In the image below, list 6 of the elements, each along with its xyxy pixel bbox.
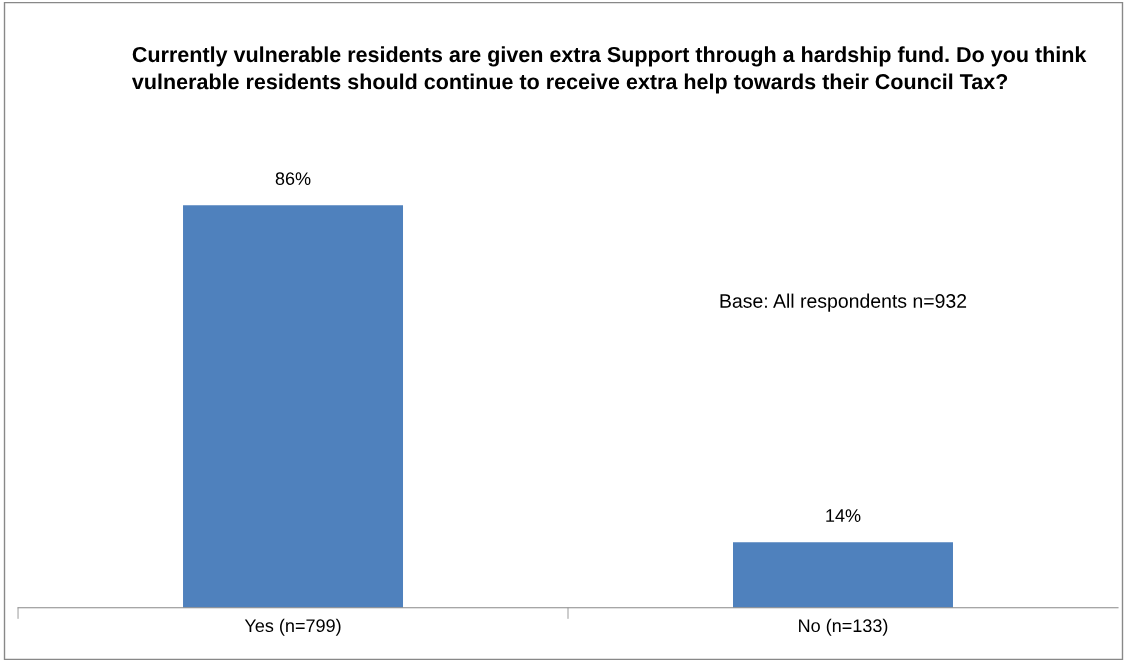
x-tick-label: Yes (n=799) bbox=[244, 618, 341, 636]
data-label: 14% bbox=[826, 509, 861, 522]
chart-title: Currently vulnerable residents are given extra Support through a hardship fund. Do you think vulnerable residents should continue to receive extra help towards their Council Tax? bbox=[131, 46, 1087, 94]
x-tick-label: No (n=133) bbox=[799, 618, 888, 636]
annotation: Base: All respondents n=932 bbox=[720, 293, 967, 312]
data-label: 86% bbox=[275, 172, 311, 185]
